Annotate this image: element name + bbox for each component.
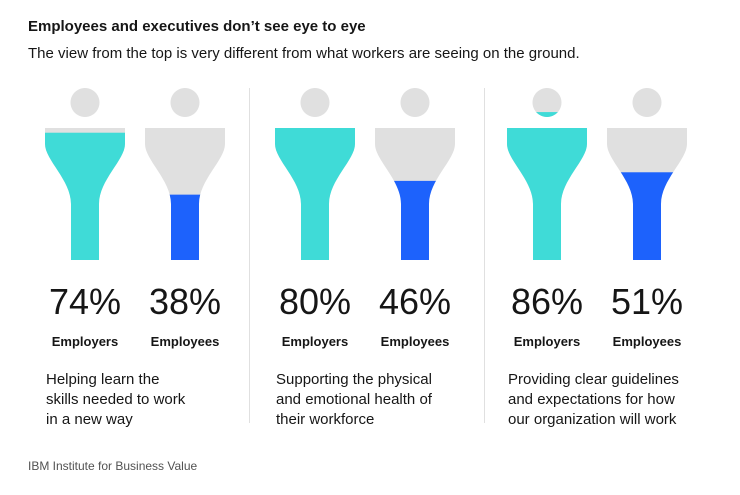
employees-figure [375, 88, 455, 260]
employees-percent-label: 51% [610, 281, 684, 322]
panel-divider [484, 88, 485, 423]
panel-description-line: Helping learn the [46, 371, 160, 388]
panel-description-line: and expectations for how [508, 391, 675, 408]
employers-percent-label: 86% [510, 281, 584, 322]
employers-figure [275, 88, 355, 260]
employees-figure [145, 88, 225, 260]
chart-title: Employees and executives don’t see eye t… [28, 18, 366, 35]
employees-percent-label: 46% [378, 281, 452, 322]
employers-role-label: Employers [281, 334, 349, 349]
employees-figure [607, 88, 687, 260]
panel-description-line: skills needed to work [46, 391, 186, 408]
employers-figure-fill [275, 122, 355, 260]
panel-description-line: their workforce [276, 411, 375, 428]
employees-figure-fill [375, 180, 455, 260]
employers-role-label: Employers [513, 334, 581, 349]
employees-figure-fill [607, 172, 687, 260]
employees-percent-label: 38% [148, 281, 222, 322]
panel-description-line: in a new way [46, 411, 133, 428]
employees-figure-empty [145, 88, 225, 260]
employers-figure [507, 88, 587, 260]
panel-description-line: our organization will work [508, 411, 677, 428]
panel-divider [249, 88, 250, 423]
employers-percent-label: 80% [278, 281, 352, 322]
employers-role-label: Employers [51, 334, 119, 349]
panel-description-line: Supporting the physical [276, 371, 432, 388]
employees-role-label: Employees [612, 334, 682, 349]
employers-figure-fill [45, 132, 125, 260]
employees-figure-fill [145, 194, 225, 260]
panel-description-line: and emotional health of [276, 391, 432, 408]
employees-role-label: Employees [150, 334, 220, 349]
chart-subtitle: The view from the top is very different … [28, 45, 580, 62]
panel-description-line: Providing clear guidelines [508, 371, 679, 388]
employees-role-label: Employees [380, 334, 450, 349]
employers-figure-fill [507, 112, 587, 260]
employers-percent-label: 74% [48, 281, 122, 322]
source-credit: IBM Institute for Business Value [28, 459, 198, 473]
employees-figure-empty [375, 88, 455, 260]
employers-figure [45, 88, 125, 260]
